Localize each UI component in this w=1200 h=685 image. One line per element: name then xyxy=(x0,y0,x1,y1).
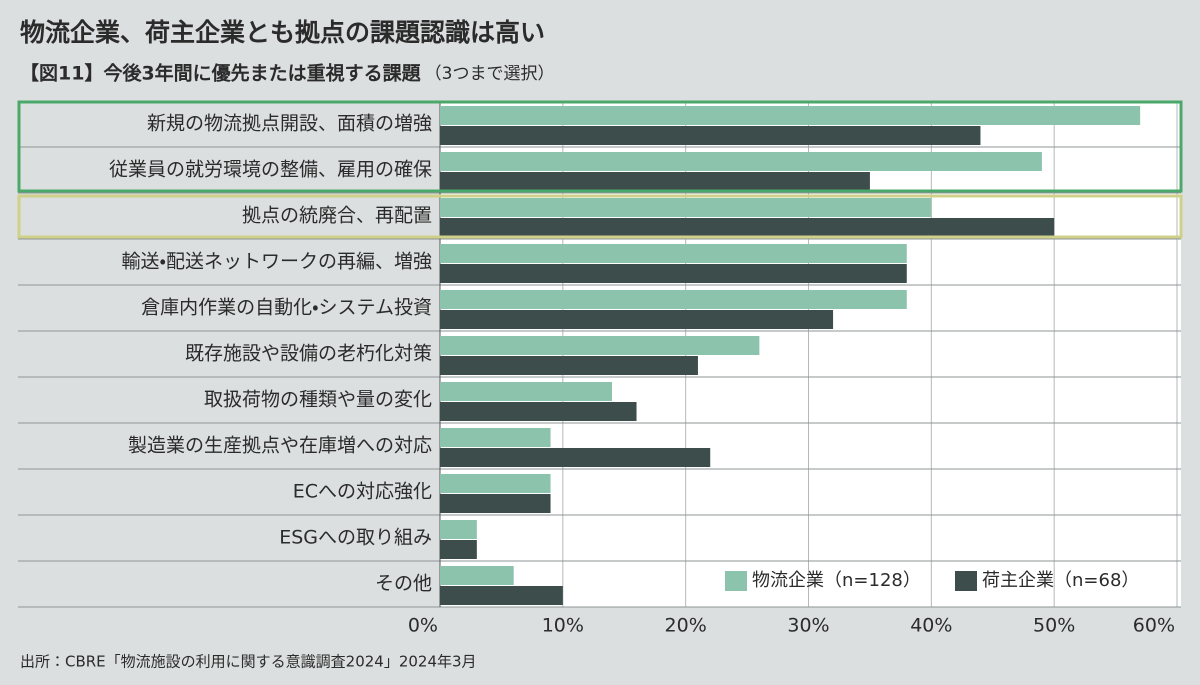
bar xyxy=(440,126,981,145)
bar xyxy=(440,474,551,493)
bar xyxy=(440,172,870,191)
bar xyxy=(440,198,932,217)
x-tick-label: 50% xyxy=(1033,615,1075,637)
bar xyxy=(440,336,760,355)
bar xyxy=(440,106,1141,125)
y-tick-label: ESGへの取り組み xyxy=(279,527,432,549)
y-tick-label: その他 xyxy=(375,573,432,595)
bar xyxy=(440,402,637,421)
y-tick-label: 従業員の就労環境の整備、雇用の確保 xyxy=(109,159,432,181)
bar xyxy=(440,586,563,605)
y-tick-label: 新規の物流拠点開設、面積の増強 xyxy=(147,113,432,135)
x-tick-label: 20% xyxy=(665,615,707,637)
bar xyxy=(440,290,907,309)
legend-swatch xyxy=(725,571,747,591)
y-tick-label: ECへの対応強化 xyxy=(293,481,432,503)
bar xyxy=(440,264,907,283)
chart-subtitle: 【図11】今後3年間に優先または重視する課題 xyxy=(20,62,422,85)
bar xyxy=(440,382,612,401)
highlight-frame xyxy=(17,194,1183,239)
x-tick-label: 30% xyxy=(787,615,829,637)
source-note: 出所：CBRE「物流施設の利用に関する意識調査2024」2024年3月 xyxy=(20,653,477,671)
bar xyxy=(440,356,698,375)
bar xyxy=(440,566,514,585)
x-tick-label: 60% xyxy=(1133,615,1175,637)
x-tick-label: 0% xyxy=(408,615,438,637)
legend-label: 物流企業（n=128） xyxy=(752,570,921,591)
bar xyxy=(440,310,834,329)
y-tick-label: 拠点の統廃合、再配置 xyxy=(242,205,432,227)
y-tick-label: 製造業の生産拠点や在庫増への対応 xyxy=(128,435,432,457)
x-tick-label: 40% xyxy=(910,615,952,637)
highlight-frame xyxy=(17,100,1183,193)
bar xyxy=(440,218,1055,237)
y-tick-label: 既存施設や設備の老朽化対策 xyxy=(185,343,432,365)
bar xyxy=(440,152,1042,171)
chart-title: 物流企業、荷主企業とも拠点の課題認識は高い xyxy=(20,18,545,47)
legend-label: 荷主企業（n=68） xyxy=(982,570,1139,591)
y-tick-label: 倉庫内作業の自動化・システム投資 xyxy=(141,297,432,319)
bar xyxy=(440,244,907,263)
x-tick-label: 10% xyxy=(542,615,584,637)
y-tick-label: 取扱荷物の種類や量の変化 xyxy=(204,389,432,411)
y-tick-label: 輸送・配送ネットワークの再編、増強 xyxy=(122,251,432,273)
chart-subtitle-note: （3つまで選択） xyxy=(425,64,555,84)
bar xyxy=(440,428,551,447)
bar xyxy=(440,494,551,513)
bar xyxy=(440,540,477,559)
bar xyxy=(440,520,477,539)
legend-swatch xyxy=(955,571,977,591)
bar xyxy=(440,448,711,467)
